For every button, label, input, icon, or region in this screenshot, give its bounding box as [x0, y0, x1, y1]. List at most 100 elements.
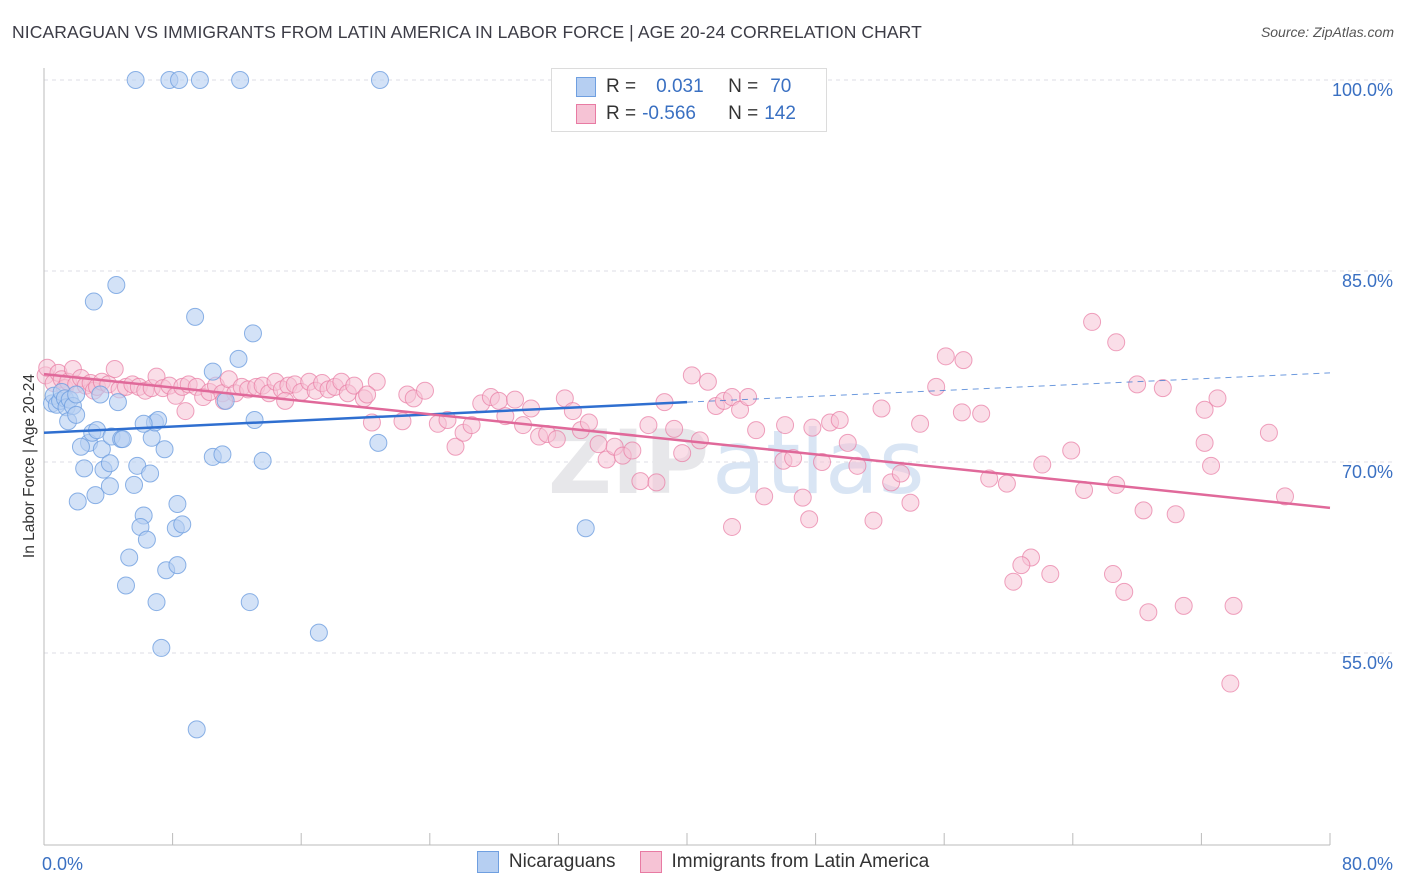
- point-immigrants: [1062, 441, 1081, 460]
- point-immigrants: [665, 419, 684, 438]
- point-immigrants: [864, 511, 883, 530]
- point-nicaraguans: [71, 437, 90, 456]
- legend-n-value: 70: [770, 76, 792, 97]
- trend-line-nicaraguans-extension: [686, 372, 1331, 403]
- point-immigrants: [838, 433, 857, 452]
- point-nicaraguans: [253, 451, 272, 470]
- tick-labels: 55.0% 70.0% 85.0% 100.0% 0.0% 80.0%: [42, 80, 1393, 874]
- point-nicaraguans: [147, 593, 166, 612]
- point-nicaraguans: [68, 492, 87, 511]
- point-nicaraguans: [100, 477, 119, 496]
- point-immigrants: [673, 444, 692, 463]
- legend-r-value: -0.566: [642, 103, 696, 124]
- point-immigrants: [415, 381, 434, 400]
- point-immigrants: [731, 400, 750, 419]
- point-nicaraguans: [134, 414, 153, 433]
- point-immigrants: [631, 472, 650, 491]
- point-immigrants: [1128, 375, 1147, 394]
- source-label: Source: ZipAtlas.com: [1260, 24, 1394, 40]
- point-immigrants: [647, 473, 666, 492]
- point-nicaraguans: [168, 556, 187, 575]
- point-immigrants: [1195, 433, 1214, 452]
- point-nicaraguans: [155, 440, 174, 459]
- point-immigrants: [446, 437, 465, 456]
- point-nicaraguans: [231, 71, 250, 89]
- legend-row-immigrants: R = -0.566 N = 142: [576, 102, 796, 126]
- point-nicaraguans: [86, 486, 105, 505]
- point-immigrants: [176, 402, 195, 421]
- correlation-legend: R = 0.031 N = 70 R = -0.566 N = 142: [551, 68, 827, 132]
- y-tick-label: 70.0%: [1342, 462, 1393, 482]
- point-immigrants: [1012, 556, 1031, 575]
- point-immigrants: [1259, 423, 1278, 442]
- point-nicaraguans: [91, 385, 110, 404]
- point-nicaraguans: [213, 445, 232, 464]
- point-immigrants: [1202, 456, 1221, 475]
- point-immigrants: [698, 372, 717, 391]
- point-immigrants: [1134, 501, 1153, 520]
- point-nicaraguans: [203, 362, 222, 381]
- point-immigrants: [1033, 455, 1052, 474]
- point-immigrants: [639, 416, 658, 435]
- point-nicaraguans: [100, 454, 119, 473]
- point-nicaraguans: [67, 385, 86, 404]
- point-nicaraguans: [187, 720, 206, 739]
- x-tick-label: 80.0%: [1342, 854, 1393, 874]
- point-immigrants: [505, 390, 524, 409]
- point-nicaraguans: [75, 459, 94, 478]
- point-immigrants: [927, 377, 946, 396]
- point-immigrants: [1107, 333, 1126, 352]
- point-immigrants: [105, 360, 124, 379]
- point-immigrants: [489, 391, 508, 410]
- point-immigrants: [972, 404, 991, 423]
- point-nicaraguans: [240, 593, 259, 612]
- legend-swatch-pink: [576, 104, 596, 124]
- point-nicaraguans: [173, 515, 192, 534]
- point-immigrants: [1139, 603, 1158, 622]
- point-nicaraguans: [126, 71, 145, 89]
- point-immigrants: [723, 517, 742, 536]
- point-immigrants: [813, 453, 832, 471]
- point-immigrants: [936, 347, 955, 366]
- point-immigrants: [830, 410, 849, 429]
- series-legend: Nicaraguans Immigrants from Latin Americ…: [0, 851, 1406, 873]
- point-nicaraguans: [67, 405, 86, 424]
- point-nicaraguans: [243, 324, 262, 343]
- point-nicaraguans: [125, 475, 144, 494]
- legend-swatch-blue: [476, 851, 499, 873]
- trend-line-nicaraguans: [43, 400, 688, 434]
- legend-swatch-pink: [639, 851, 662, 873]
- point-immigrants: [739, 388, 758, 407]
- legend-row-nicaraguans: R = 0.031 N = 70: [576, 75, 791, 99]
- point-nicaraguans: [576, 519, 595, 538]
- legend-n-label: N =: [728, 103, 759, 124]
- legend-r-label: R =: [606, 103, 637, 124]
- point-nicaraguans: [229, 349, 248, 368]
- point-immigrants: [901, 493, 920, 512]
- legend-swatch-blue: [576, 77, 596, 97]
- point-nicaraguans: [116, 576, 135, 595]
- point-nicaraguans: [190, 71, 209, 89]
- point-immigrants: [1115, 582, 1134, 601]
- point-nicaraguans: [186, 307, 205, 326]
- point-immigrants: [1103, 565, 1122, 584]
- legend-n-label: N =: [728, 76, 759, 97]
- point-immigrants: [682, 366, 701, 385]
- x-tick-label: 0.0%: [42, 854, 83, 874]
- point-nicaraguans: [369, 433, 388, 452]
- legend-n-value: 142: [764, 103, 796, 124]
- point-immigrants: [911, 414, 930, 433]
- point-nicaraguans: [245, 410, 264, 429]
- point-nicaraguans: [113, 430, 132, 449]
- point-nicaraguans: [141, 464, 160, 483]
- trend-lines: [43, 372, 1331, 510]
- point-immigrants: [579, 413, 598, 432]
- point-immigrants: [1208, 389, 1227, 408]
- point-immigrants: [462, 416, 481, 435]
- point-nicaraguans: [120, 548, 139, 567]
- legend-r-value: 0.031: [656, 76, 704, 97]
- point-immigrants: [1153, 379, 1172, 398]
- y-tick-label: 100.0%: [1332, 80, 1393, 100]
- series-immigrants-points: [36, 312, 1294, 693]
